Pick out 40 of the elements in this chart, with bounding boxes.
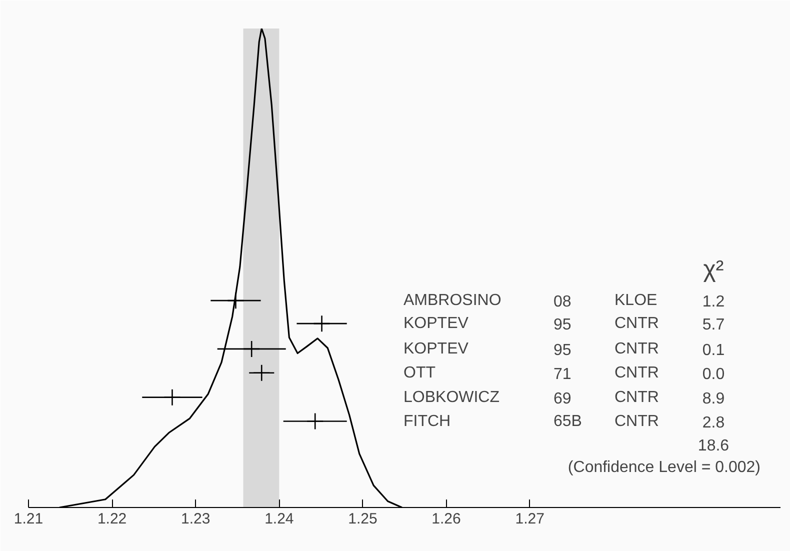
annotation: 5.7	[702, 316, 725, 334]
annotation: 69	[554, 390, 572, 408]
x-tick-label: 1.21	[14, 510, 44, 528]
point	[242, 340, 260, 358]
point	[164, 388, 181, 406]
annotation: OTT	[404, 364, 436, 382]
annotation: 2.8	[702, 414, 725, 432]
x-tick-label: 1.24	[264, 510, 294, 528]
point	[306, 412, 324, 430]
x-tick-label: 1.26	[432, 510, 461, 528]
annotation: χ²	[703, 256, 724, 283]
x-tick-label: 1.27	[515, 510, 544, 528]
annotation: CNTR	[614, 364, 659, 382]
annotation: KOPTEV	[404, 315, 469, 332]
annotation: (Confidence Level = 0.002)	[568, 458, 761, 476]
point	[252, 364, 270, 382]
annotation: 1.2	[702, 294, 725, 311]
annotation: CNTR	[614, 340, 659, 358]
annotation: AMBROSINO	[404, 292, 502, 310]
annotation: FITCH	[404, 412, 451, 430]
x-tick-label: 1.22	[97, 510, 127, 528]
x-tick-label: 1.25	[348, 510, 378, 528]
annotation: 0.0	[702, 366, 725, 383]
annotation: LOBKOWICZ	[404, 388, 500, 406]
annotation: 08	[554, 294, 572, 311]
annotation: KLOE	[614, 292, 658, 310]
annotation: 8.9	[702, 390, 725, 408]
annotation: 18.6	[698, 437, 730, 454]
annotation: CNTR	[614, 388, 659, 406]
annotation: 95	[554, 316, 572, 334]
point	[313, 314, 330, 332]
annotation: KOPTEV	[404, 340, 469, 358]
x-tick-label: 1.23	[181, 510, 210, 528]
point	[227, 292, 244, 310]
annotation: 65B	[554, 412, 582, 430]
annotation: CNTR	[614, 315, 659, 332]
annotation: 71	[554, 366, 572, 383]
annotation: 0.1	[702, 342, 725, 359]
annotation: CNTR	[614, 412, 659, 430]
annotation: 95	[554, 342, 572, 359]
